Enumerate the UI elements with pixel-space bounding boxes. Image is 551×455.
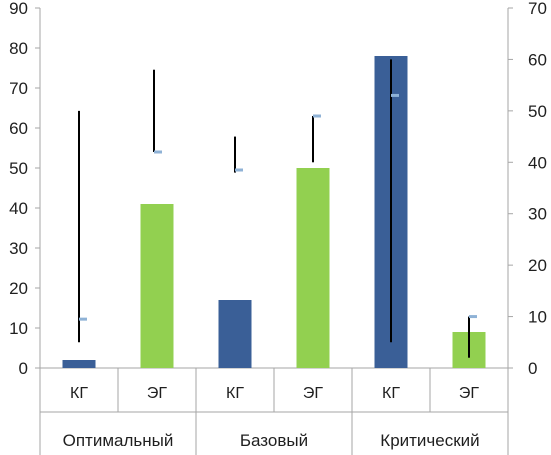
right-tick-label: 30 (528, 205, 547, 224)
right-tick-label: 60 (528, 50, 547, 69)
right-tick-label: 50 (528, 102, 547, 121)
right-tick-label: 70 (528, 0, 547, 18)
left-tick-label: 10 (9, 319, 28, 338)
left-tick-label: 90 (9, 0, 28, 18)
right-tick-label: 20 (528, 256, 547, 275)
left-tick-label: 80 (9, 39, 28, 58)
right-tick-label: 40 (528, 153, 547, 172)
bar (296, 168, 330, 368)
category-label: КГ (226, 385, 244, 402)
group-label: Базовый (240, 431, 308, 450)
right-tick-label: 10 (528, 308, 547, 327)
right-tick-label: 0 (528, 359, 537, 378)
bar (140, 204, 174, 368)
left-tick-label: 30 (9, 239, 28, 258)
bar (62, 360, 96, 368)
left-tick-label: 50 (9, 159, 28, 178)
left-tick-label: 40 (9, 199, 28, 218)
group-label: Оптимальный (63, 431, 174, 450)
category-label: ЭГ (147, 385, 168, 402)
left-tick-label: 20 (9, 279, 28, 298)
left-tick-label: 60 (9, 119, 28, 138)
bar (218, 300, 252, 368)
category-label: КГ (382, 385, 400, 402)
group-label: Критический (380, 431, 479, 450)
left-tick-label: 70 (9, 79, 28, 98)
category-label: ЭГ (459, 385, 480, 402)
category-label: ЭГ (303, 385, 324, 402)
left-tick-label: 0 (19, 359, 28, 378)
category-label: КГ (70, 385, 88, 402)
